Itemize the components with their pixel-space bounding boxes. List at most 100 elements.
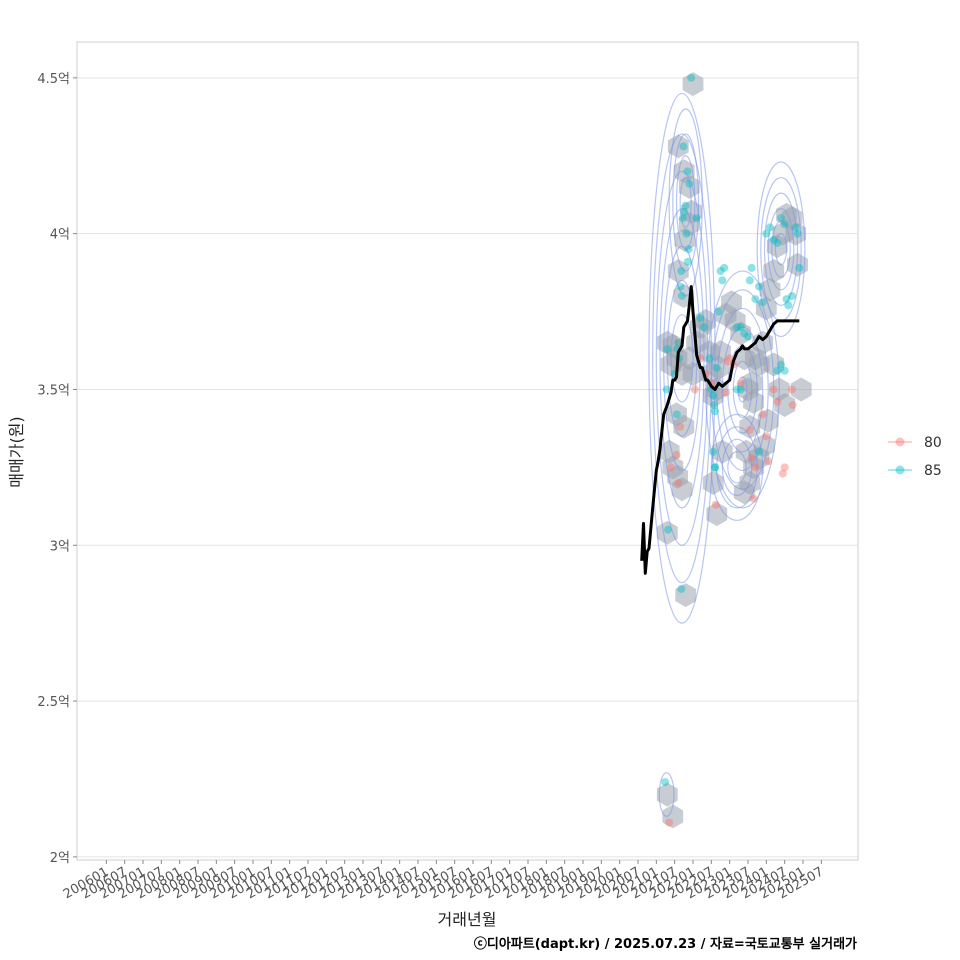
data-point-85 bbox=[718, 276, 727, 285]
legend: 80 85 bbox=[888, 435, 942, 479]
density-contour bbox=[672, 133, 700, 272]
density-contour bbox=[648, 92, 716, 624]
data-point-85 bbox=[747, 263, 756, 272]
legend-label-85: 85 bbox=[924, 463, 942, 479]
data-point-80 bbox=[674, 478, 683, 487]
data-point-85 bbox=[733, 323, 741, 332]
data-point-80 bbox=[778, 469, 787, 478]
data-point-85 bbox=[758, 298, 767, 307]
density-contour bbox=[670, 314, 694, 403]
data-point-85 bbox=[678, 291, 686, 300]
data-point-85 bbox=[683, 257, 692, 266]
data-point-85 bbox=[709, 391, 718, 400]
data-point-85 bbox=[711, 407, 719, 416]
data-point-85 bbox=[661, 778, 670, 787]
y-tick-label: 3.5억 bbox=[37, 383, 70, 398]
data-point-85 bbox=[683, 167, 692, 176]
data-point-80 bbox=[762, 432, 771, 441]
data-point-80 bbox=[665, 818, 674, 827]
data-point-80 bbox=[672, 450, 681, 459]
data-point-85 bbox=[681, 201, 690, 210]
density-contour bbox=[679, 176, 692, 229]
density-contour bbox=[705, 270, 780, 509]
data-point-85 bbox=[755, 447, 763, 456]
data-point-85 bbox=[795, 263, 804, 272]
hexbin-cell bbox=[757, 408, 779, 433]
data-point-85 bbox=[664, 525, 673, 534]
x-axis: 2006012006072007012007072008012008072009… bbox=[61, 860, 826, 902]
data-point-80 bbox=[773, 397, 782, 406]
density-contour bbox=[710, 413, 764, 521]
data-point-80 bbox=[676, 422, 685, 431]
y-tick-label: 4억 bbox=[50, 228, 70, 243]
density-contour bbox=[737, 376, 748, 403]
x-axis-title: 거래년월 bbox=[438, 910, 497, 929]
density-contour bbox=[721, 326, 764, 453]
data-point-80 bbox=[725, 354, 734, 363]
data-point-85 bbox=[712, 363, 721, 372]
density-contour bbox=[732, 360, 753, 419]
y-axis: 2억 2.5억 3억 3.5억 4억 4.5억 bbox=[37, 72, 77, 866]
data-point-85 bbox=[793, 229, 802, 238]
density-contour bbox=[658, 772, 675, 817]
data-point-80 bbox=[780, 463, 789, 472]
y-tick-label: 2억 bbox=[50, 851, 70, 866]
data-point-80 bbox=[788, 385, 796, 394]
data-point-85 bbox=[736, 323, 745, 332]
hexbin-cell bbox=[662, 804, 684, 829]
data-point-85 bbox=[677, 584, 686, 593]
y-tick-label: 3억 bbox=[50, 539, 70, 554]
hexbin-cell bbox=[721, 290, 742, 315]
hexbin-cell bbox=[790, 377, 812, 402]
data-point-85 bbox=[711, 463, 719, 472]
data-point-80 bbox=[788, 401, 797, 410]
data-point-85 bbox=[676, 282, 685, 291]
data-point-85 bbox=[782, 295, 791, 304]
data-point-80 bbox=[764, 457, 773, 466]
data-point-85 bbox=[780, 220, 789, 229]
data-point-85 bbox=[705, 354, 714, 363]
data-point-85 bbox=[714, 307, 723, 316]
density-contour bbox=[659, 208, 705, 509]
hexbin-cell bbox=[743, 389, 764, 414]
data-point-85 bbox=[692, 214, 701, 223]
data-point-85 bbox=[700, 323, 708, 332]
density-contour bbox=[652, 133, 712, 584]
density-contour bbox=[716, 426, 758, 509]
data-point-80 bbox=[723, 357, 732, 366]
data-point-85 bbox=[662, 385, 671, 394]
data-point-80 bbox=[736, 379, 745, 388]
y-tick-label: 2.5억 bbox=[37, 695, 70, 710]
data-point-85 bbox=[755, 282, 763, 291]
hexbin-cell bbox=[671, 477, 693, 502]
hexbin-cell bbox=[706, 502, 728, 527]
data-point-80 bbox=[758, 410, 767, 419]
data-point-85 bbox=[677, 267, 686, 276]
data-point-80 bbox=[749, 494, 758, 503]
data-point-80 bbox=[722, 388, 730, 397]
density-contour bbox=[721, 438, 753, 497]
data-point-85 bbox=[680, 207, 689, 216]
hexbin-cell bbox=[675, 583, 697, 608]
y-tick-label: 4.5억 bbox=[37, 72, 70, 87]
data-point-85 bbox=[696, 313, 705, 322]
data-point-85 bbox=[751, 295, 760, 304]
data-point-85 bbox=[762, 229, 771, 238]
density-contour bbox=[771, 220, 791, 278]
data-point-80 bbox=[745, 425, 754, 434]
data-point-85 bbox=[788, 291, 796, 300]
y-axis-title: 매매가(원) bbox=[7, 416, 26, 487]
data-point-85 bbox=[682, 229, 691, 238]
data-point-85 bbox=[744, 332, 752, 341]
data-point-80 bbox=[747, 454, 756, 463]
data-point-85 bbox=[663, 344, 672, 353]
data-point-85 bbox=[777, 214, 785, 223]
data-point-85 bbox=[784, 301, 793, 310]
data-point-85 bbox=[791, 223, 800, 232]
density-contour bbox=[710, 289, 775, 490]
data-point-85 bbox=[709, 447, 718, 456]
hexbin-cell bbox=[656, 782, 678, 807]
data-point-80 bbox=[690, 385, 699, 394]
data-point-85 bbox=[685, 179, 694, 188]
